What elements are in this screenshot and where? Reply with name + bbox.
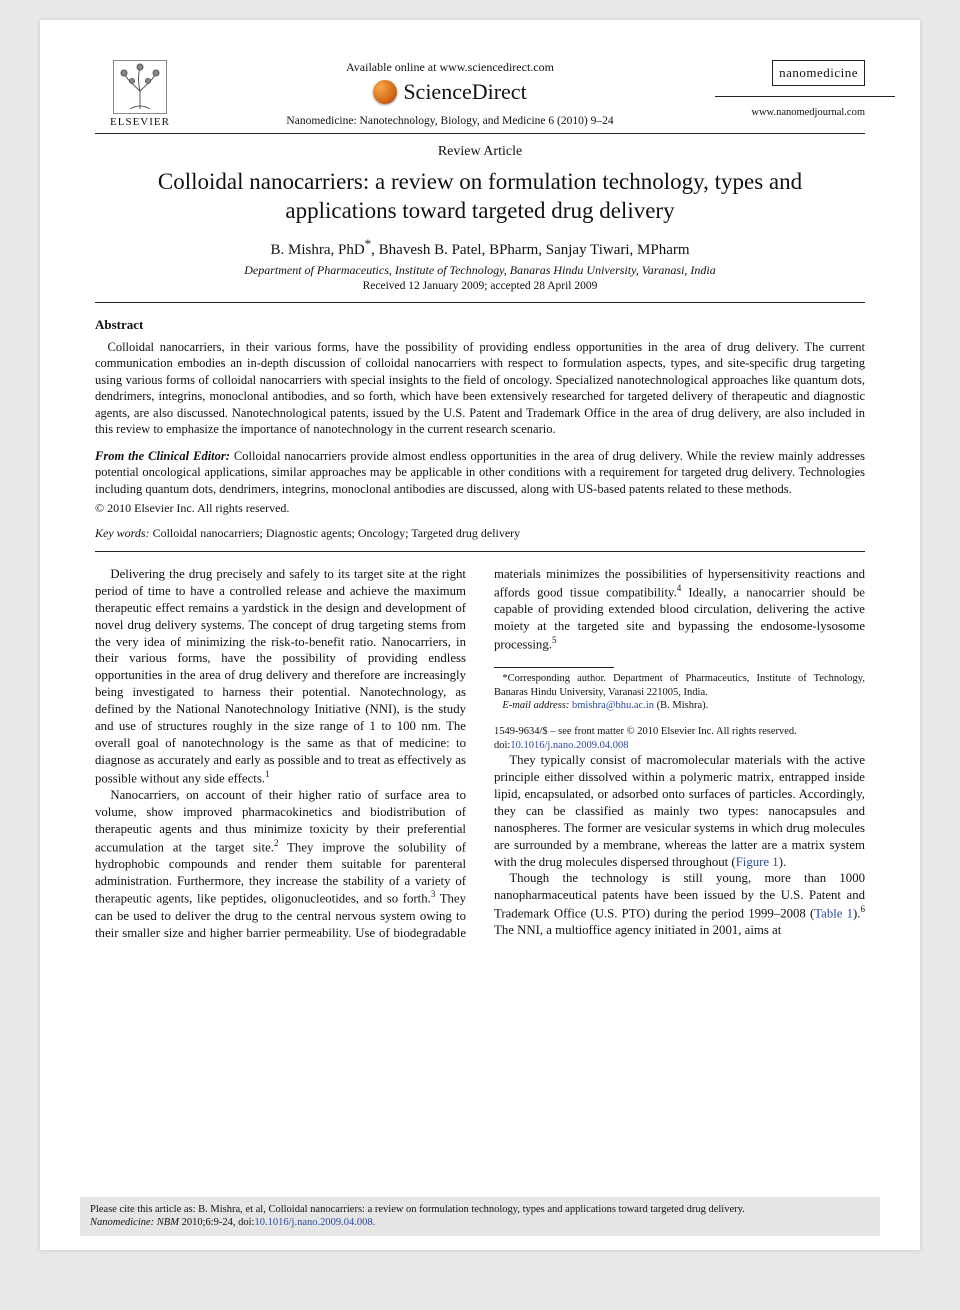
title-rule <box>95 302 865 303</box>
ref-6: 6 <box>861 904 866 914</box>
header-rule <box>95 133 865 134</box>
journal-citation: Nanomedicine: Nanotechnology, Biology, a… <box>185 115 715 127</box>
elsevier-tree-icon <box>113 60 167 114</box>
email-owner: (B. Mishra). <box>657 700 709 711</box>
sciencedirect-logo: ScienceDirect <box>373 79 526 105</box>
publisher-name: ELSEVIER <box>110 116 170 128</box>
article-type: Review Article <box>95 144 865 160</box>
body-p3: They typically consist of macromolecular… <box>494 752 865 870</box>
figure-1-link[interactable]: Figure 1 <box>736 855 779 869</box>
article-dates: Received 12 January 2009; accepted 28 Ap… <box>95 280 865 292</box>
body-text: Delivering the drug precisely and safely… <box>95 566 865 941</box>
article-title: Colloidal nanocarriers: a review on form… <box>115 168 845 226</box>
journal-url: www.nanomedjournal.com <box>715 107 865 118</box>
ref-1: 1 <box>265 769 270 779</box>
abstract-paragraph: Colloidal nanocarriers, in their various… <box>95 339 865 438</box>
page-header: ELSEVIER Available online at www.science… <box>95 60 865 135</box>
affiliation: Department of Pharmaceutics, Institute o… <box>95 263 865 278</box>
footnotes: *Corresponding author. Department of Pha… <box>494 672 865 713</box>
issn-line: 1549-9634/$ – see front matter © 2010 El… <box>494 725 865 739</box>
page: ELSEVIER Available online at www.science… <box>40 20 920 1250</box>
table-1-link[interactable]: Table 1 <box>814 906 853 920</box>
citation-footer: Please cite this article as: B. Mishra, … <box>80 1197 880 1236</box>
keywords-line: Key words: Colloidal nanocarriers; Diagn… <box>95 526 865 541</box>
abstract-copyright: © 2010 Elsevier Inc. All rights reserved… <box>95 501 865 516</box>
sciencedirect-text: ScienceDirect <box>403 79 526 105</box>
sciencedirect-ball-icon <box>373 80 397 104</box>
ref-5: 5 <box>552 635 557 645</box>
corresponding-marker: * <box>365 236 372 251</box>
doi-link[interactable]: 10.1016/j.nano.2009.04.008 <box>510 740 628 751</box>
citation-footer-line1: Please cite this article as: B. Mishra, … <box>90 1203 870 1217</box>
journal-logo: nanomedicine <box>772 60 865 86</box>
available-online-line: Available online at www.sciencedirect.co… <box>185 60 715 75</box>
citation-footer-doi-link[interactable]: 10.1016/j.nano.2009.04.008. <box>254 1217 375 1228</box>
body-p4: Though the technology is still young, mo… <box>494 870 865 939</box>
citation-footer-line2: Nanomedicine: NBM 2010;6:9-24, doi:10.10… <box>90 1216 870 1230</box>
body-p1: Delivering the drug precisely and safely… <box>95 566 466 787</box>
abstract-body: Colloidal nanocarriers, in their various… <box>95 339 865 438</box>
footnote-rule <box>494 667 614 668</box>
header-right: nanomedicine www.nanomedjournal.com <box>715 60 865 118</box>
author-1: B. Mishra, PhD <box>270 242 364 258</box>
header-center: Available online at www.sciencedirect.co… <box>185 60 715 129</box>
corresponding-footnote: *Corresponding author. Department of Pha… <box>494 672 865 699</box>
abstract-rule <box>95 551 865 552</box>
editor-lead: From the Clinical Editor: <box>95 449 230 463</box>
email-footnote: E-mail address: bmishra@bhu.ac.in (B. Mi… <box>494 699 865 713</box>
publisher-logo: ELSEVIER <box>95 60 185 128</box>
front-matter-note: 1549-9634/$ – see front matter © 2010 El… <box>494 725 865 752</box>
doi-line: doi:10.1016/j.nano.2009.04.008 <box>494 739 865 753</box>
left-col-footer: *Corresponding author. Department of Pha… <box>494 667 865 752</box>
author-list: B. Mishra, PhD*, Bhavesh B. Patel, BPhar… <box>95 236 865 259</box>
journal-divider <box>715 96 895 97</box>
keywords-list: Colloidal nanocarriers; Diagnostic agent… <box>153 526 521 540</box>
email-link[interactable]: bmishra@bhu.ac.in <box>572 700 654 711</box>
clinical-editor-note: From the Clinical Editor: Colloidal nano… <box>95 448 865 498</box>
abstract-heading: Abstract <box>95 317 865 333</box>
keywords-label: Key words: <box>95 526 150 540</box>
author-2: Bhavesh B. Patel, BPharm <box>379 242 539 258</box>
author-3: Sanjay Tiwari, MPharm <box>546 242 690 258</box>
email-label: E-mail address: <box>502 700 569 711</box>
